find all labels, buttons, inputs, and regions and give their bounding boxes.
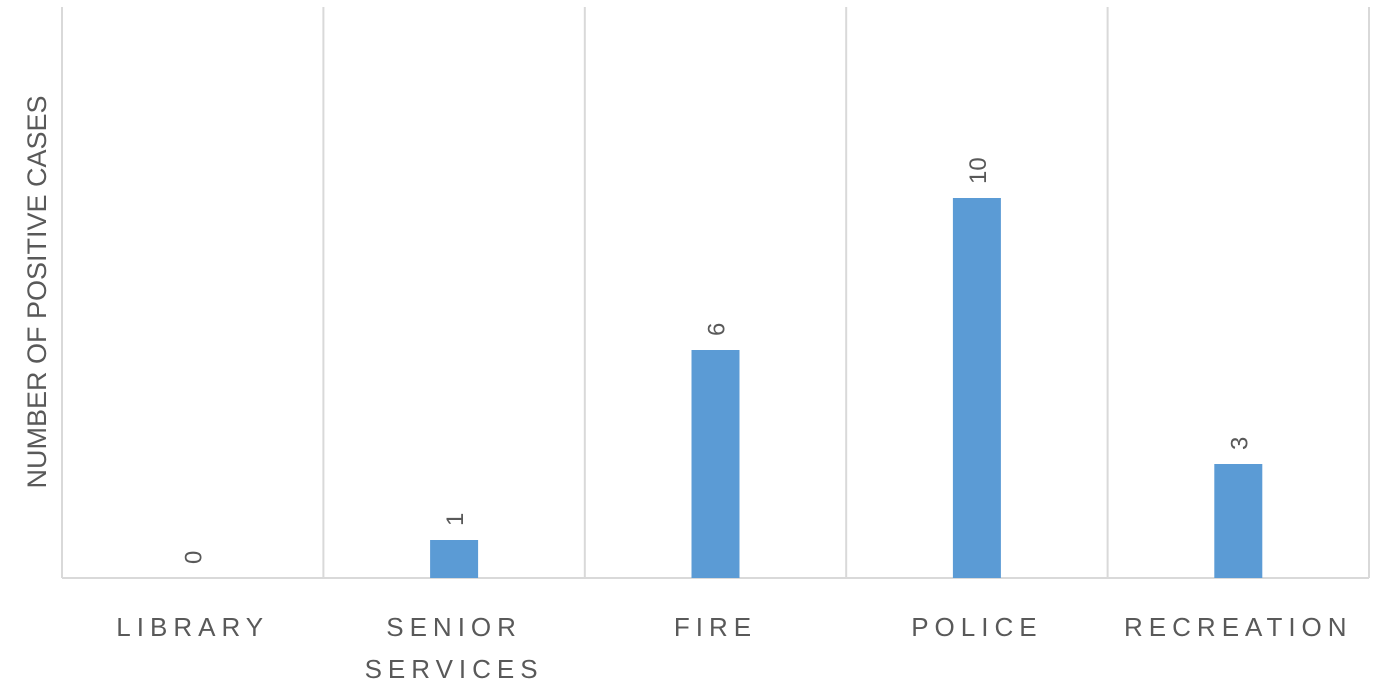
data-label-layer: 0 1 6 10 3 — [181, 157, 1254, 564]
category-label: RECREATION — [1124, 612, 1353, 642]
category-label: LIBRARY — [116, 612, 269, 642]
bar — [952, 198, 1001, 578]
category-label-layer: LIBRARY SENIOR SERVICES FIRE POLICE RECREATIO… — [116, 612, 1353, 684]
data-label: 0 — [181, 551, 208, 564]
category-label: SENIOR — [386, 612, 522, 642]
data-label: 10 — [965, 157, 992, 184]
data-label: 1 — [442, 513, 469, 526]
bar — [430, 540, 479, 578]
bar — [1214, 464, 1263, 578]
y-axis-title: NUMBER OF POSITIVE CASES — [22, 95, 52, 488]
category-label: SERVICES — [365, 654, 544, 684]
category-label: FIRE — [674, 612, 757, 642]
bar-layer — [430, 198, 1263, 578]
bar — [691, 350, 740, 578]
category-label: POLICE — [911, 612, 1042, 642]
data-label: 6 — [704, 323, 731, 336]
data-label: 3 — [1226, 437, 1253, 450]
